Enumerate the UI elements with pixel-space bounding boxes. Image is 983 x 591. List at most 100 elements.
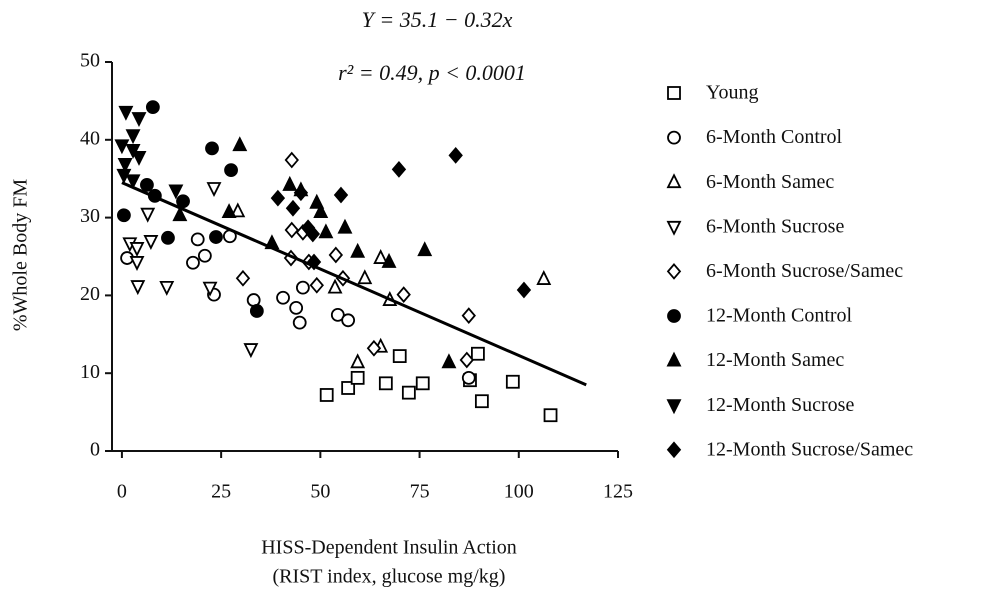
legend-label: 6-Month Samec	[706, 171, 834, 193]
scatter-point	[293, 184, 309, 202]
scatter-point	[270, 189, 286, 207]
legend-marker	[666, 351, 682, 367]
scatter-point	[197, 248, 212, 263]
scatter-point	[292, 315, 307, 330]
scatter-point	[230, 202, 246, 218]
legend-label: 6-Month Sucrose	[706, 215, 844, 237]
scatter-point	[145, 100, 160, 115]
x-axis-label: (RIST index, glucose mg/kg)	[273, 566, 506, 588]
legend-label: 12-Month Samec	[706, 349, 844, 371]
scatter-point	[505, 374, 520, 389]
fit-line	[121, 181, 587, 387]
scatter-point	[209, 230, 223, 244]
scatter-point	[327, 278, 343, 294]
legend-label: 12-Month Control	[706, 305, 853, 327]
legend-label: 12-Month Sucrose	[706, 394, 854, 416]
scatter-point	[378, 376, 393, 391]
scatter-point	[221, 203, 237, 219]
legend-marker	[667, 86, 681, 100]
scatter-point	[232, 136, 248, 152]
scatter-point	[117, 158, 133, 173]
legend-marker	[666, 173, 682, 189]
scatter-point	[328, 246, 344, 264]
legend-marker	[667, 309, 681, 323]
scatter-point	[172, 206, 188, 222]
scatter-point	[357, 269, 373, 285]
scatter-point	[129, 256, 145, 271]
scatter-point	[318, 223, 334, 239]
y-tick-label: 10	[80, 361, 100, 383]
scatter-point	[190, 232, 205, 247]
scatter-point	[350, 353, 366, 369]
scatter-point	[140, 178, 154, 192]
scatter-point	[415, 376, 430, 391]
scatter-point	[295, 280, 310, 295]
scatter-point	[350, 242, 366, 258]
x-tick-label: 25	[211, 481, 231, 503]
scatter-point	[543, 408, 558, 423]
scatter-point	[289, 300, 304, 315]
scatter-point	[284, 221, 299, 239]
legend-label: 12-Month Sucrose/Samec	[706, 438, 913, 460]
scatter-point	[461, 307, 476, 325]
scatter-point	[202, 281, 218, 297]
scatter-point	[206, 182, 222, 198]
scatter-point	[118, 105, 134, 121]
scatter-point	[333, 186, 349, 204]
scatter-point	[392, 349, 407, 363]
x-tick-label: 0	[117, 481, 127, 503]
scatter-point	[143, 235, 159, 250]
y-tick-label: 30	[80, 205, 100, 227]
scatter-point	[474, 394, 489, 409]
scatter-point	[417, 241, 433, 257]
scatter-point	[448, 146, 463, 164]
scatter-point	[461, 370, 476, 385]
scatter-point	[114, 139, 130, 155]
scatter-point	[117, 208, 131, 223]
scatter-point	[205, 141, 219, 156]
scatter-point	[381, 252, 397, 268]
legend-marker	[667, 130, 681, 145]
scatter-point	[161, 230, 175, 245]
legend-marker	[666, 441, 682, 459]
scatter-point	[125, 144, 141, 159]
scatter-point	[441, 353, 457, 369]
scatter-point	[319, 388, 334, 402]
scatter-point	[350, 370, 365, 385]
y-axis-label: %Whole Body FM	[10, 179, 32, 331]
scatter-point	[186, 255, 200, 270]
scatter-point	[373, 249, 389, 264]
scatter-point	[401, 385, 416, 400]
scatter-point	[285, 199, 301, 217]
scatter-point	[131, 151, 147, 166]
y-tick-label: 50	[80, 50, 100, 72]
legend-marker	[666, 263, 682, 280]
scatter-point	[309, 276, 324, 294]
scatter-point	[131, 112, 147, 128]
scatter-point	[313, 203, 329, 219]
scatter-point	[125, 129, 141, 145]
scatter-point	[330, 307, 345, 322]
scatter-point	[249, 304, 264, 318]
x-tick-label: 50	[310, 481, 330, 503]
scatter-point	[243, 343, 259, 359]
x-tick-label: 125	[603, 481, 633, 503]
legend-label: 6-Month Sucrose/Samec	[706, 260, 903, 282]
scatter-point	[176, 194, 190, 209]
y-tick-label: 20	[80, 283, 100, 305]
scatter-point	[300, 219, 316, 237]
scatter-point	[536, 270, 552, 285]
equation: Y = 35.1 − 0.32x	[362, 7, 513, 32]
y-tick-label: 0	[90, 439, 100, 461]
scatter-point	[235, 269, 251, 287]
scatter-point	[341, 313, 356, 328]
fit-stats: r² = 0.49, p < 0.0001	[338, 60, 526, 85]
scatter-point	[284, 151, 299, 169]
scatter-point	[168, 184, 184, 200]
legend-marker	[666, 220, 682, 236]
x-tick-label: 75	[410, 481, 430, 503]
scatter-point	[130, 280, 146, 296]
scatter-point	[309, 193, 325, 209]
legend-label: Young	[706, 82, 758, 104]
